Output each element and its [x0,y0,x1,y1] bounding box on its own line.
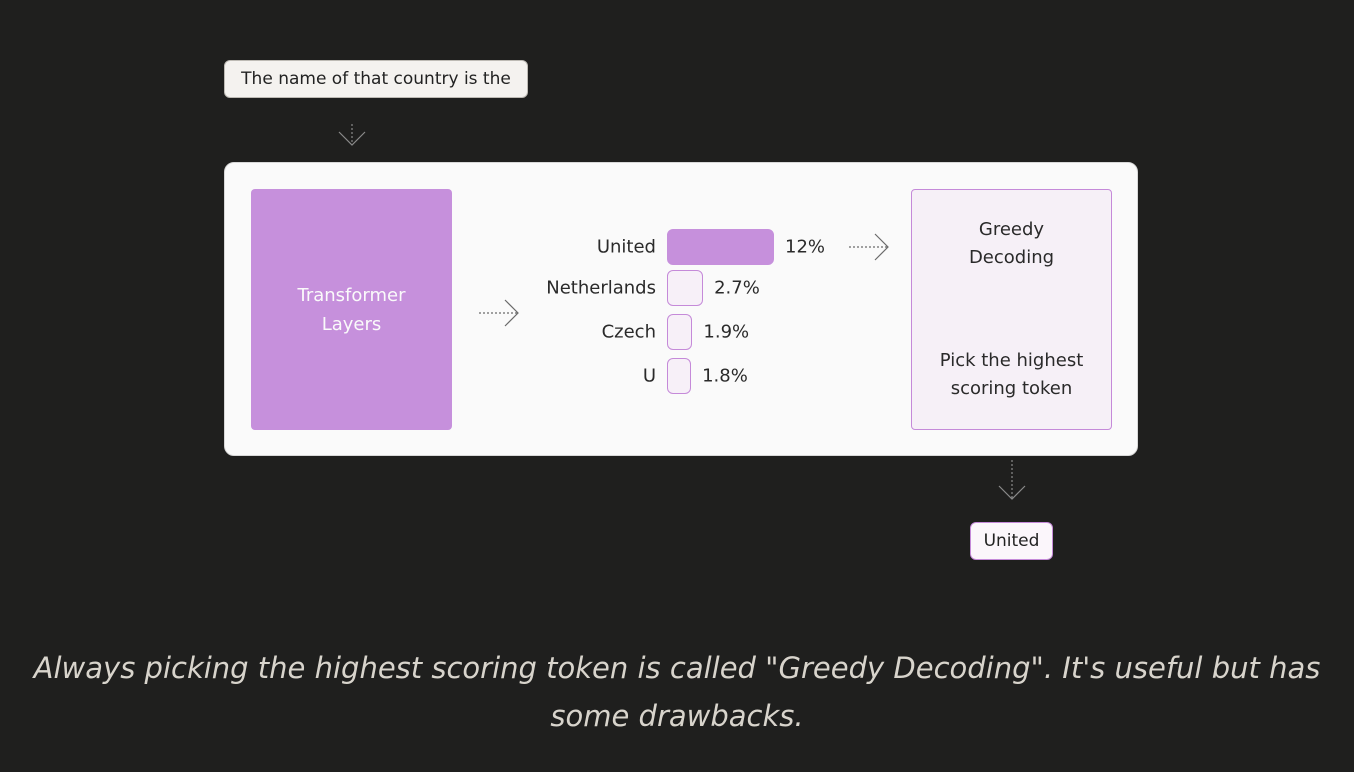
greedy-desc-line2: scoring token [950,378,1073,399]
probability-value: 1.9% [703,321,750,343]
candidate-token-label: Netherlands [546,277,656,299]
arrow-down-icon [338,124,366,146]
greedy-title-line1: Greedy [978,219,1045,240]
caption: Always picking the highest scoring token… [33,651,1321,733]
greedy-title: Greedy Decoding [912,216,1111,272]
candidate-token-label: United [596,236,656,258]
greedy-title-line2: Decoding [968,247,1055,268]
greedy-decoding-block: Greedy Decoding Pick the highest scoring… [911,189,1112,430]
transformer-layers-block: Transformer Layers [251,189,452,430]
probability-bar [667,270,704,306]
output-token-box: United [970,522,1053,560]
arrow-down-icon [998,460,1026,500]
language-model-panel: Transformer Layers United 12% Netherlands 2… [224,162,1138,456]
transformer-label-line2: Layers [321,313,382,335]
arrow-right-icon [849,233,889,261]
candidate-token-label: Czech [601,321,656,343]
probability-bar [667,358,692,394]
arrow-right-icon [479,299,519,327]
probability-bar [667,314,693,350]
greedy-desc-line1: Pick the highest [939,350,1084,371]
transformer-label-line1: Transformer [297,284,406,306]
probability-value: 2.7% [714,277,760,299]
probability-bar [667,229,774,265]
greedy-description: Pick the highest scoring token [912,347,1111,403]
probability-value: 12% [785,236,826,258]
candidate-token-label: U [642,365,656,387]
input-text-box: The name of that country is the [224,60,528,98]
probability-value: 1.8% [702,365,748,387]
